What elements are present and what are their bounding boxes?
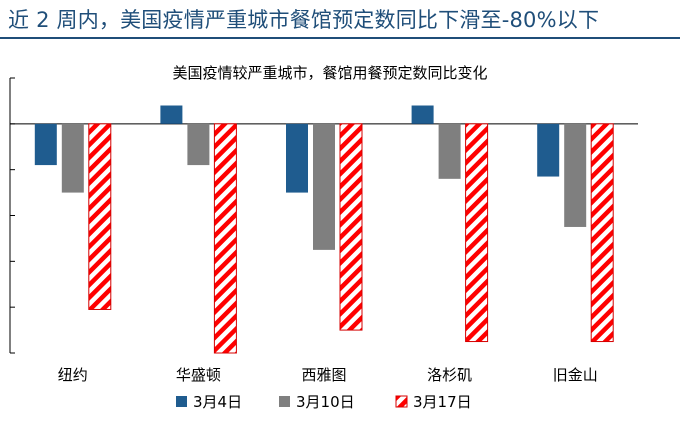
chart-title: 美国疫情较严重城市，餐馆用餐预定数同比变化	[172, 64, 487, 82]
x-tick-label: 旧金山	[553, 366, 598, 384]
bar-西雅图-series-1	[286, 123, 308, 193]
page-title: 近 2 周内，美国疫情严重城市餐馆预定数同比下滑至-80%以下	[8, 8, 600, 32]
bar-旧金山-series-3	[590, 123, 614, 343]
bars	[34, 105, 614, 354]
bar-纽约-series-2	[61, 123, 84, 193]
bar-西雅图-series-3	[339, 123, 363, 331]
x-tick-label: 洛杉矶	[427, 366, 472, 384]
bar-华盛顿-series-1	[160, 105, 183, 124]
legend-label: 3月4日	[193, 393, 242, 411]
bar-华盛顿-series-3	[213, 123, 237, 354]
bar-洛杉矶-series-3	[465, 123, 489, 343]
bar-旧金山-series-1	[537, 123, 560, 177]
legend-swatch	[395, 395, 408, 408]
bar-chart: 美国疫情较严重城市，餐馆用餐预定数同比变化 纽约 华盛顿 西雅图 洛杉矶 旧金山 3月4…	[9, 64, 638, 411]
bar-华盛顿-series-2	[187, 123, 210, 166]
legend-swatch	[176, 396, 187, 407]
legend-label: 3月10日	[296, 393, 355, 411]
x-tick-label: 华盛顿	[176, 366, 221, 384]
category-labels: 纽约 华盛顿 西雅图 洛杉矶 旧金山	[58, 366, 598, 384]
x-tick-label: 纽约	[58, 366, 88, 384]
legend: 3月4日 3月10日 3月17日	[176, 393, 472, 411]
bar-纽约-series-3	[88, 123, 112, 310]
bar-洛杉矶-series-1	[411, 105, 434, 124]
bar-洛杉矶-series-2	[438, 123, 461, 179]
bar-西雅图-series-2	[313, 123, 335, 250]
x-tick-label: 西雅图	[301, 366, 346, 384]
legend-swatch	[279, 396, 290, 407]
bar-纽约-series-1	[34, 123, 57, 166]
legend-label: 3月17日	[413, 393, 472, 411]
bar-旧金山-series-2	[564, 123, 587, 227]
title-divider	[0, 37, 680, 39]
